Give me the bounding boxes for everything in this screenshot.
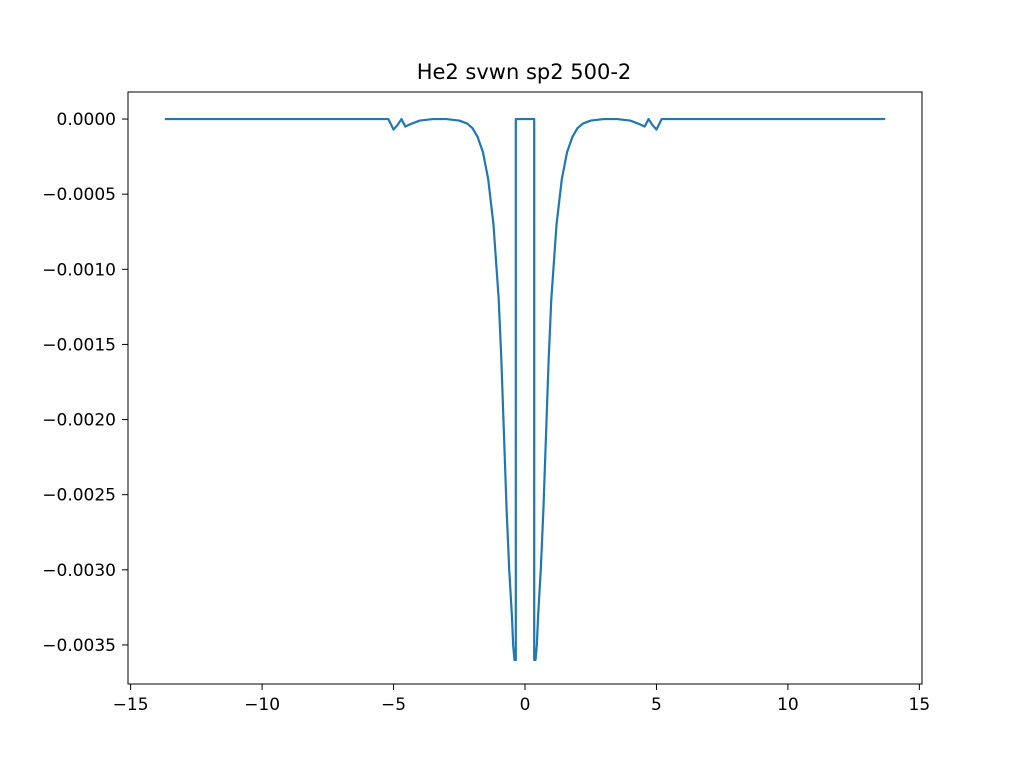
plot-line-layer	[164, 117, 886, 662]
x-axis: −15 −10 −5 0 5 10 15	[113, 684, 931, 715]
x-tick-label: 10	[777, 695, 799, 715]
y-tick-label: −0.0020	[42, 411, 116, 431]
x-tick-label: −15	[113, 695, 149, 715]
y-tick-label: −0.0035	[42, 636, 116, 656]
y-tick-label: −0.0010	[42, 260, 116, 280]
plot-area-frame	[127, 91, 923, 685]
y-tick-label: −0.0025	[42, 486, 116, 506]
y-tick-label: −0.0015	[42, 335, 116, 355]
y-tick-label: −0.0030	[42, 561, 116, 581]
x-tick-label: −5	[381, 695, 406, 715]
x-tick-label: 15	[909, 695, 931, 715]
x-tick-label: 0	[520, 695, 531, 715]
y-tick-label: −0.0005	[42, 185, 116, 205]
y-axis: 0.0000 −0.0005 −0.0010 −0.0015 −0.0020 −0.002…	[42, 110, 128, 656]
x-tick-label: 5	[651, 695, 662, 715]
series-line	[164, 117, 886, 662]
y-tick-label: 0.0000	[57, 110, 116, 130]
x-tick-label: −10	[244, 695, 280, 715]
chart-title: He2 svwn sp2 500-2	[417, 60, 632, 84]
